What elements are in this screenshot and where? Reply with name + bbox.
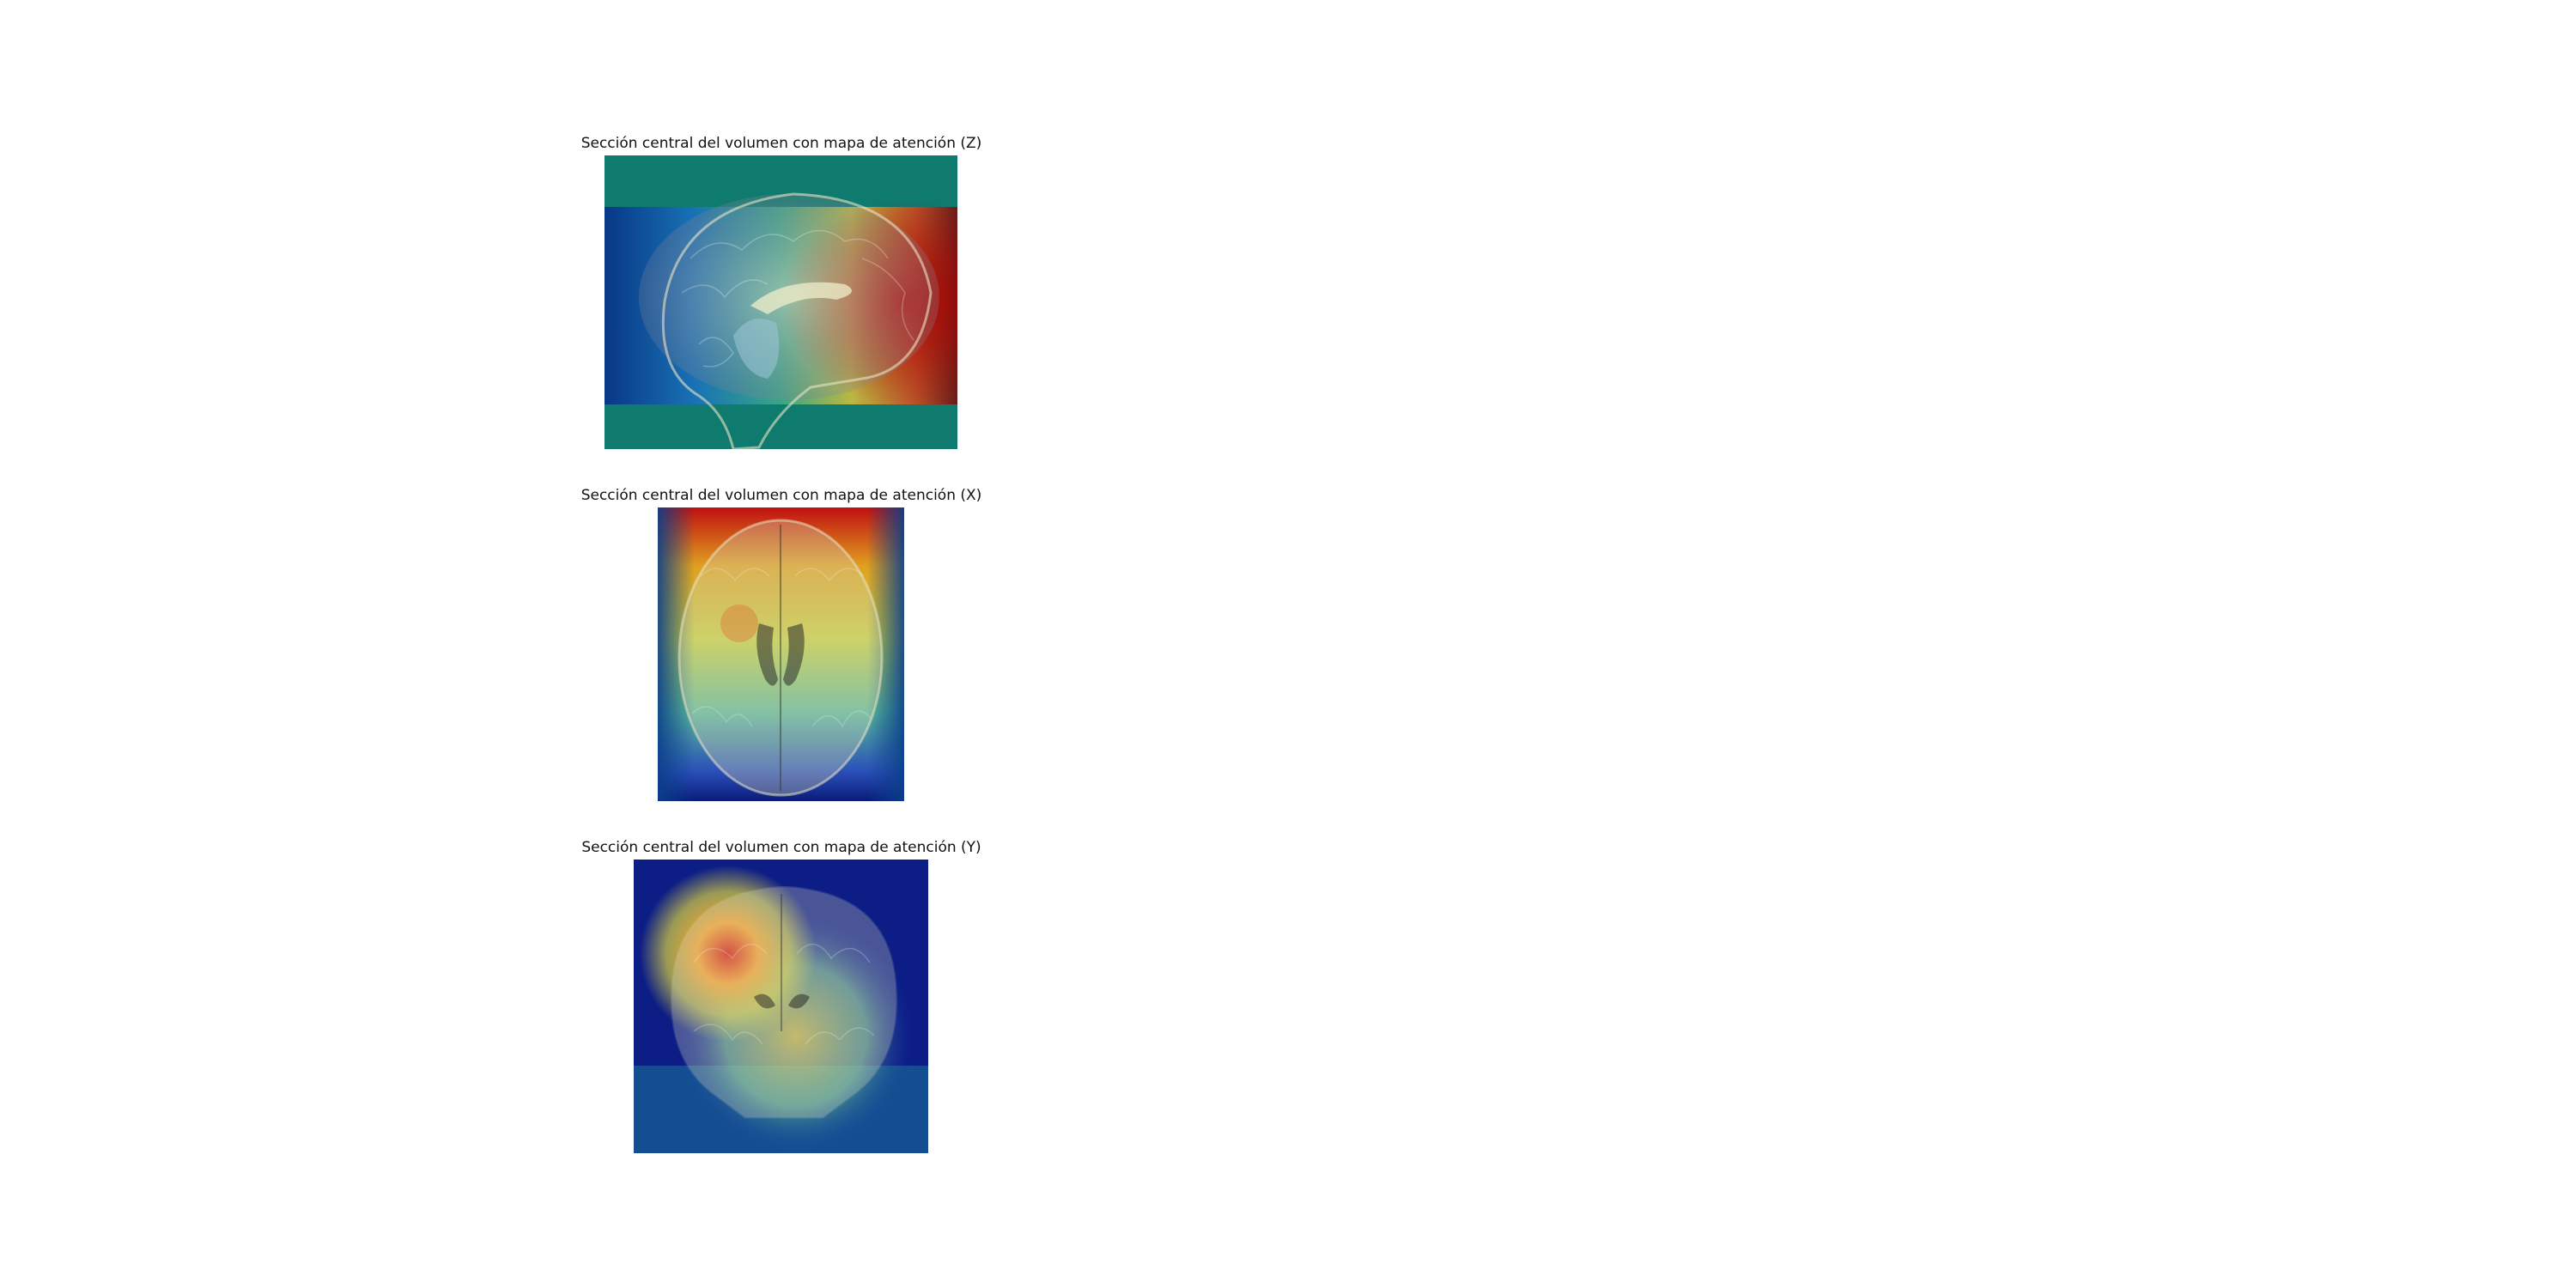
panel-title-z: Sección central del volumen con mapa de … — [580, 135, 982, 152]
panel-title-y: Sección central del volumen con mapa de … — [581, 839, 981, 856]
mri-slice-axial — [658, 507, 904, 801]
mri-slice-sagittal — [605, 155, 957, 449]
mri-slice-coronal — [634, 860, 928, 1153]
panel-title-x: Sección central del volumen con mapa de … — [580, 487, 982, 504]
